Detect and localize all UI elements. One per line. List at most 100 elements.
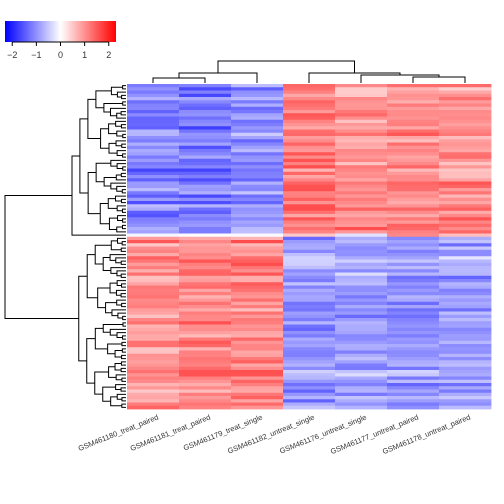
heatmap-cell [335,152,388,156]
heatmap-cell [127,370,180,374]
heatmap-cell [283,97,336,101]
heatmap-cell [387,136,440,140]
heatmap-cell [283,298,336,303]
heatmap-cell [283,129,336,134]
row-dendrogram-branch [121,224,126,230]
heatmap-cell [127,136,180,140]
heatmap-cell [387,266,440,270]
heatmap-cell [335,376,388,381]
column-dendrogram-branch [412,76,466,83]
heatmap-cell [387,93,440,98]
heatmap-cell [231,132,284,137]
heatmap-cell [283,236,336,241]
heatmap-cell [283,357,336,361]
heatmap-cell [179,116,232,121]
heatmap-cell [127,207,180,212]
heatmap-cell [387,87,440,91]
heatmap-cell [387,379,440,384]
heatmap-cell [127,376,180,381]
row-dendrogram-branch [120,361,126,366]
heatmap-cell [439,97,492,101]
row-dendrogram-branch [105,302,117,314]
heatmap-cell [439,155,492,160]
row-dendrogram-branch [95,90,112,109]
heatmap-cell [439,376,492,381]
heatmap-cell [439,308,492,312]
heatmap-cell [179,100,232,104]
heatmap-cell [127,399,180,403]
heatmap-cell [335,123,388,127]
heatmap-cell [283,171,336,176]
heatmap-cell [439,353,492,358]
heatmap-cell [335,178,388,182]
heatmap-cell [335,340,388,345]
row-dendrogram-branch [108,217,118,230]
heatmap-cell [439,145,492,150]
heatmap-cell [179,350,232,355]
heatmap-cell [283,149,336,153]
row-dendrogram-branch [107,198,118,209]
heatmap-cell [439,197,492,202]
heatmap-cell [335,262,388,267]
column-label: GSM461182_untreat_single [226,413,315,456]
row-dendrogram-branch [120,273,126,278]
heatmap-cell [127,152,180,156]
heatmap-cell [231,399,284,403]
heatmap-cell [387,236,440,241]
heatmap-cell [127,90,180,95]
heatmap-cell [127,305,180,309]
heatmap-cell [335,87,388,91]
heatmap-cell [231,370,284,374]
heatmap-cell [387,334,440,338]
heatmap-cell [335,269,388,273]
heatmap-cell [439,386,492,390]
column-label: GSM461180_treat_paired [77,413,160,453]
heatmap-cell [231,103,284,108]
heatmap-cell [335,236,388,241]
heatmap-cell [335,145,388,150]
heatmap-cell [127,191,180,195]
row-dendrogram-branch [117,312,126,319]
row-dendrogram-branch [122,166,126,171]
row-dendrogram-branch [115,374,126,381]
heatmap-cell [387,366,440,371]
heatmap-cell [439,230,492,234]
heatmap-cell [335,279,388,283]
heatmap-cell [283,275,336,280]
heatmap-cell [231,282,284,286]
heatmap-cell [387,162,440,166]
heatmap-cell [127,366,180,371]
heatmap-cell [283,318,336,322]
heatmap-cell [231,116,284,121]
row-dendrogram-branch [121,354,126,360]
heatmap-cell [335,184,388,189]
heatmap-cell [439,396,492,400]
heatmap-cell [439,399,492,403]
heatmap-cell [387,188,440,192]
heatmap-cell [387,106,440,111]
row-dendrogram-branch [122,85,126,90]
heatmap-cell [179,145,232,150]
heatmap-cell [387,168,440,173]
heatmap-cell [335,350,388,355]
row-dendrogram-branch [97,287,111,309]
heatmap-cell [231,233,284,238]
heatmap-cell [439,266,492,270]
row-dendrogram-branch [116,91,126,98]
heatmap-cell [387,305,440,309]
heatmap-cell [387,181,440,186]
row-dendrogram-branch [116,332,126,338]
heatmap-cell [387,116,440,121]
heatmap-cell [283,188,336,192]
heatmap-cell [179,373,232,377]
heatmap-cell [335,396,388,400]
heatmap-cell [439,210,492,215]
heatmap-cell [335,318,388,322]
row-dendrogram-branch [122,218,126,223]
heatmap-cell [231,197,284,202]
heatmap-cell [439,103,492,108]
heatmap-cell [439,129,492,134]
heatmap-cell [231,311,284,316]
row-dendrogram-branch [110,267,126,274]
heatmap-cell [439,191,492,195]
